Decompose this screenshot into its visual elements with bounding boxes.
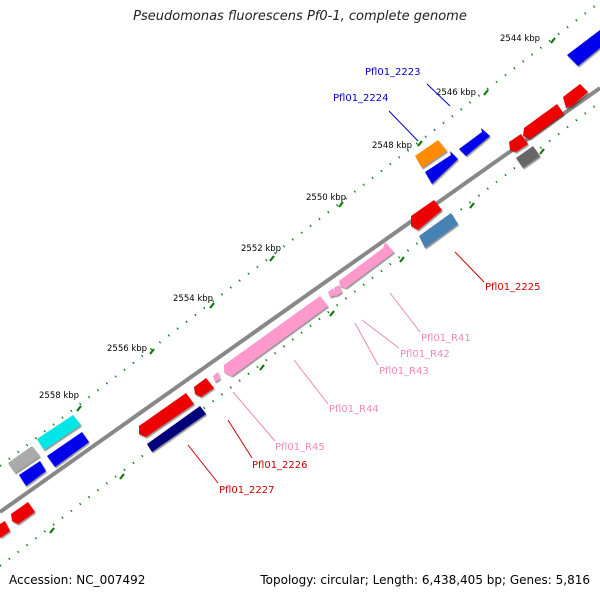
tick-label-2554: 2554 kbp xyxy=(173,294,213,304)
tick-label-2552: 2552 kbp xyxy=(241,244,281,254)
cds-feature[interactable] xyxy=(567,30,600,66)
inner-tick-track xyxy=(0,101,600,567)
cds-feature-pfl2227[interactable] xyxy=(147,406,206,452)
cds-feature[interactable] xyxy=(516,146,540,168)
cds-feature[interactable] xyxy=(37,415,81,450)
gene-label-pfl2224[interactable]: Pfl01_2224 xyxy=(333,93,389,104)
cds-feature[interactable] xyxy=(425,151,458,184)
cds-feature[interactable] xyxy=(523,104,564,139)
tick-label-2548: 2548 kbp xyxy=(372,141,412,151)
cds-feature[interactable] xyxy=(47,432,89,467)
cds-feature[interactable] xyxy=(563,84,588,108)
rrna-feature-r45[interactable] xyxy=(213,372,220,382)
map-title: Pseudomonas fluorescens Pf0-1, complete … xyxy=(133,9,467,24)
gene-label-pfl2223[interactable]: Pfl01_2223 xyxy=(365,67,421,78)
cds-feature[interactable] xyxy=(0,521,10,538)
cds-feature[interactable] xyxy=(139,393,194,437)
rrna-feature-r41[interactable] xyxy=(339,242,394,288)
gene-label-r42[interactable]: Pfl01_R42 xyxy=(400,349,450,360)
gene-label-pfl2226[interactable]: Pfl01_2226 xyxy=(252,460,308,471)
genome-summary-text: Topology: circular; Length: 6,438,405 bp… xyxy=(260,573,590,587)
cds-feature-pfl2224[interactable] xyxy=(415,140,447,168)
label-leaders xyxy=(187,83,485,484)
cds-feature[interactable] xyxy=(509,134,528,152)
outer-tick-track xyxy=(0,1,600,467)
gene-label-r45[interactable]: Pfl01_R45 xyxy=(275,442,325,453)
gene-label-r41[interactable]: Pfl01_R41 xyxy=(421,333,471,344)
gene-label-pfl2227[interactable]: Pfl01_2227 xyxy=(219,485,275,496)
tick-label-2546: 2546 kbp xyxy=(436,88,476,98)
cds-feature-pfl2225[interactable] xyxy=(419,213,458,248)
tick-label-2558: 2558 kbp xyxy=(39,391,79,401)
rrna-feature-r42[interactable] xyxy=(334,285,342,296)
tick-label-2550: 2550 kbp xyxy=(306,193,346,203)
gene-label-pfl2225[interactable]: Pfl01_2225 xyxy=(485,282,541,293)
genome-backbone xyxy=(0,86,600,514)
cds-feature-pfl2223[interactable] xyxy=(459,128,490,156)
cds-feature-pfl2226[interactable] xyxy=(194,378,214,397)
tick-label-2556: 2556 kbp xyxy=(107,344,147,354)
cds-feature[interactable] xyxy=(8,446,40,473)
cds-feature[interactable] xyxy=(19,461,46,486)
gene-label-r43[interactable]: Pfl01_R43 xyxy=(379,366,429,377)
accession-text: Accession: NC_007492 xyxy=(9,573,146,587)
tick-label-2544: 2544 kbp xyxy=(500,34,540,44)
major-ticks xyxy=(76,37,556,412)
rrna-feature-r44[interactable] xyxy=(224,296,328,376)
rrna-feature-r43[interactable] xyxy=(328,288,336,297)
cds-feature[interactable] xyxy=(411,200,442,230)
gene-label-r44[interactable]: Pfl01_R44 xyxy=(329,404,379,415)
cds-feature[interactable] xyxy=(11,502,35,524)
